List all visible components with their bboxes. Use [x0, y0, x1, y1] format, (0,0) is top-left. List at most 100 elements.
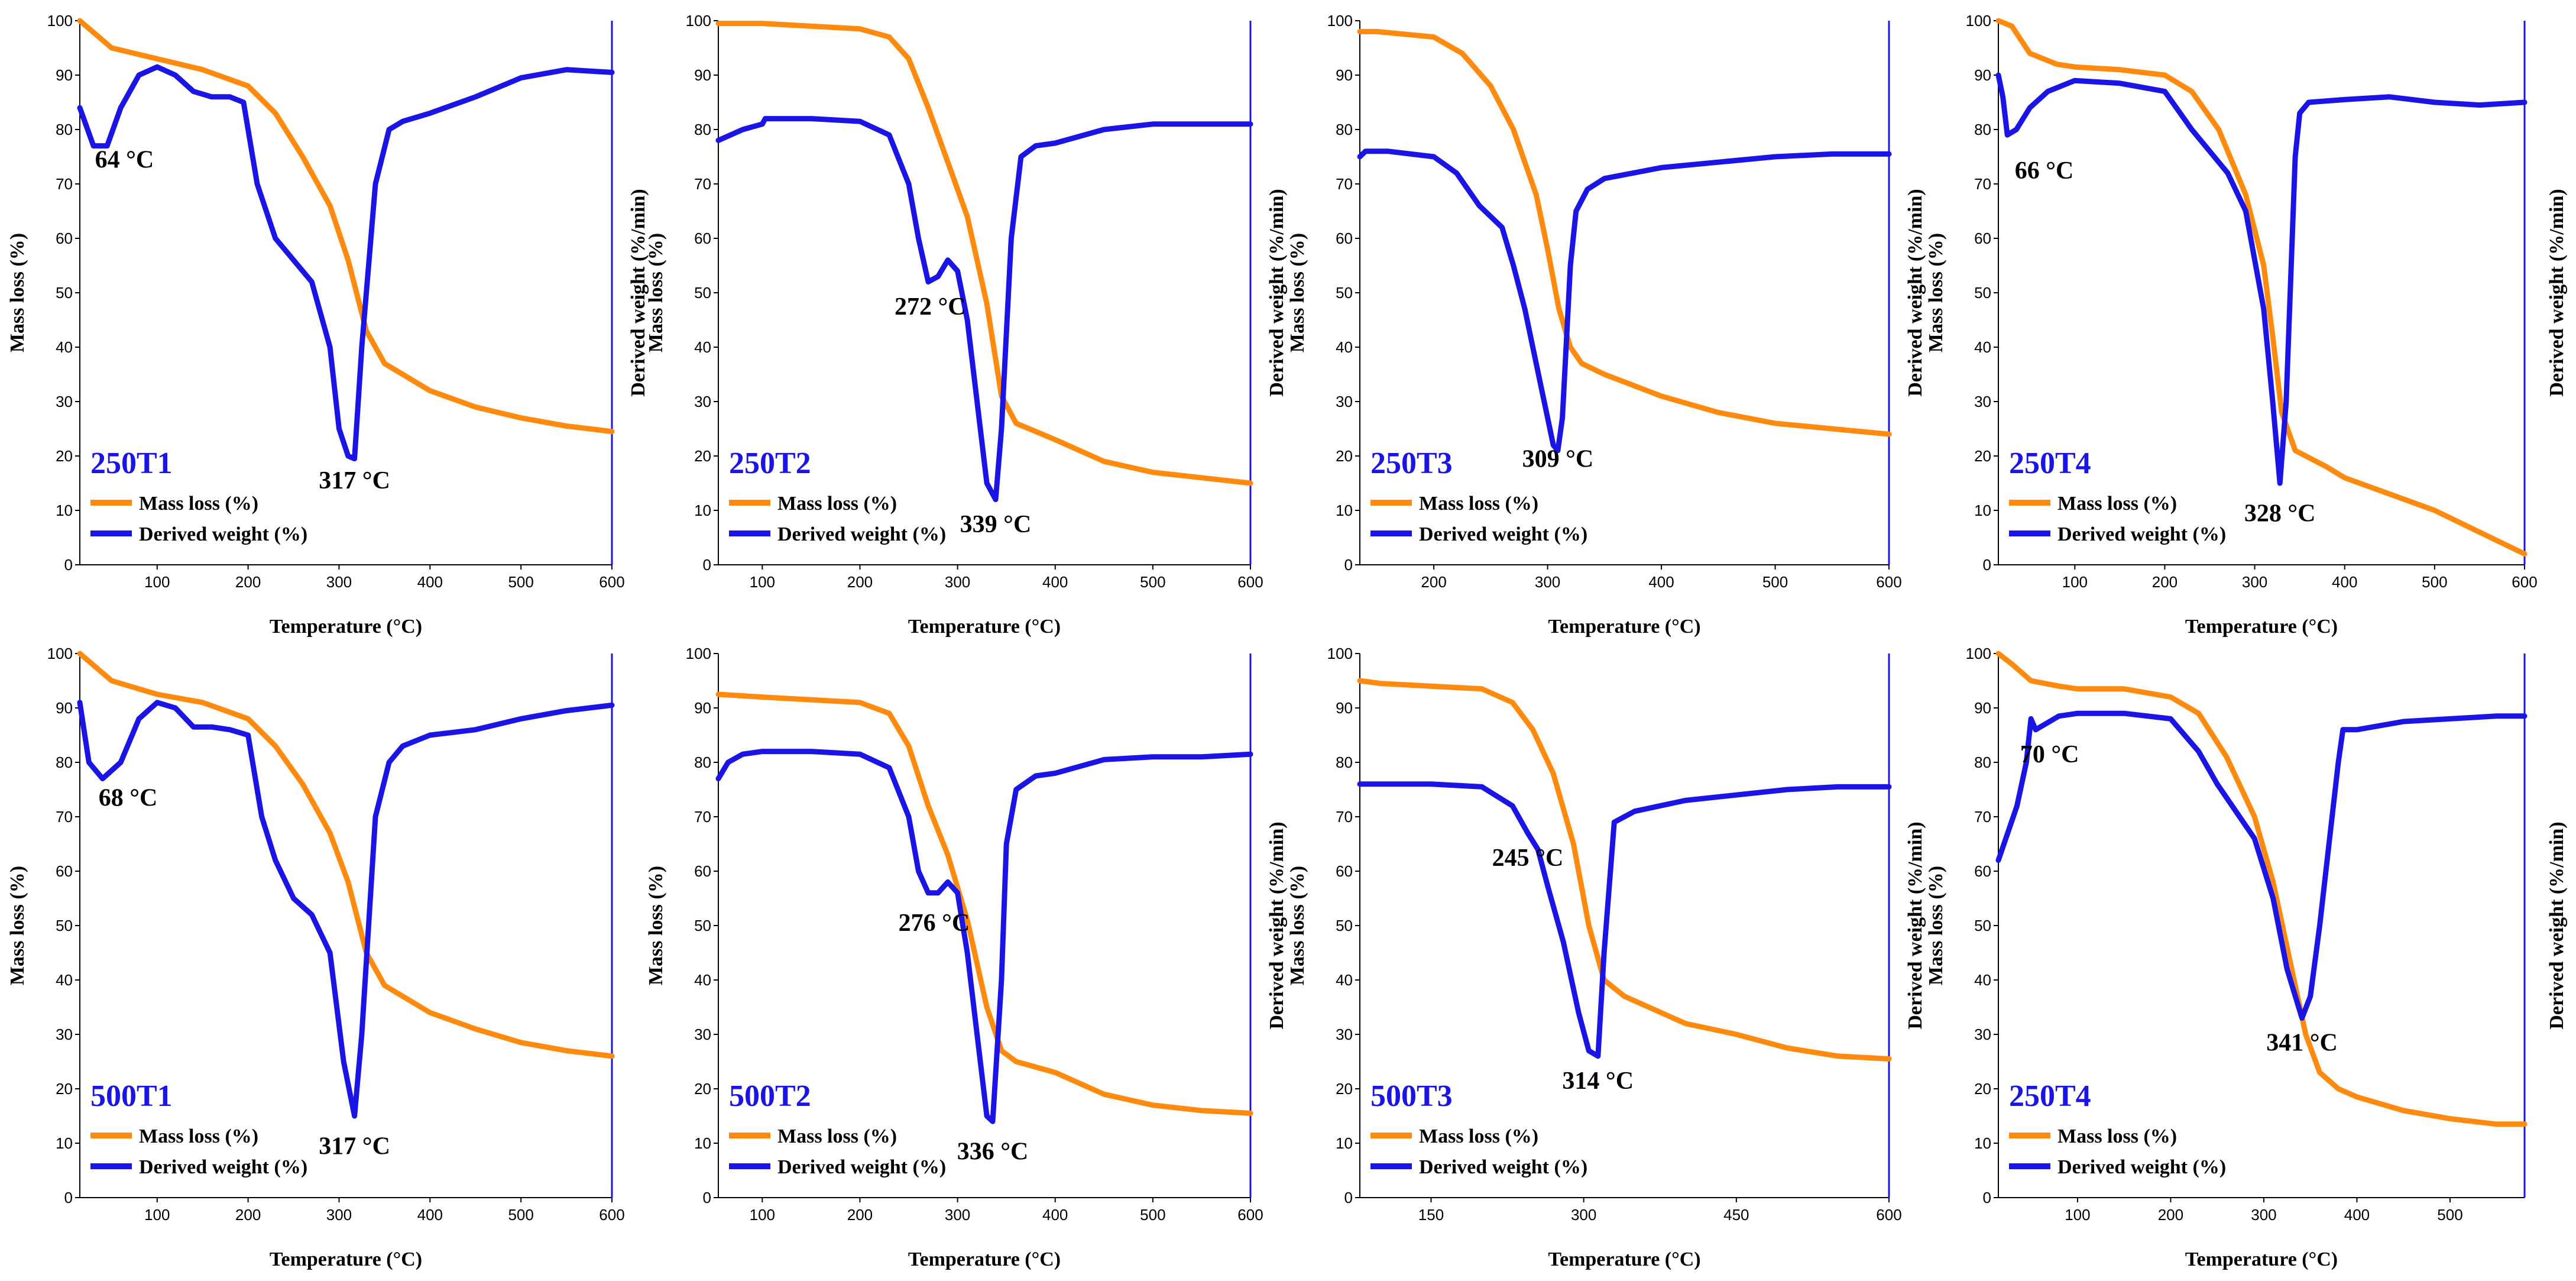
y-tick-label: 60 — [1336, 862, 1353, 880]
panel-2: 0 10 20 30 40 50 60 70 80 90 100 100 200 300 400 500 600… — [645, 12, 1288, 638]
y-axis-title-right: Derived weight (%/min) — [1266, 189, 1288, 396]
y-tick-label: 80 — [694, 753, 711, 771]
y-tick-label: 10 — [1974, 1134, 1991, 1152]
panel-3: 0 10 20 30 40 50 60 70 80 90 100 200 300 400 500 600 Tem… — [1287, 12, 1926, 638]
y-tick-label: 0 — [1344, 1189, 1353, 1206]
x-tick-label: 200 — [235, 1206, 261, 1224]
y-tick-label: 80 — [56, 121, 73, 138]
x-tick-label: 300 — [2251, 1206, 2276, 1224]
y-tick-label: 0 — [1344, 556, 1353, 574]
x-tick-label: 400 — [417, 573, 443, 591]
x-tick-label: 500 — [508, 573, 533, 591]
y-tick-label: 60 — [694, 229, 711, 247]
peak-annotation: 70 °C — [2020, 741, 2079, 768]
y-tick-label: 40 — [56, 338, 73, 356]
y-axis-title-left: Mass loss (%) — [7, 233, 28, 352]
peak-annotation: 309 °C — [1522, 445, 1594, 473]
derived-weight-line — [77, 64, 615, 462]
y-tick-label: 0 — [1983, 556, 1991, 574]
y-tick-label: 40 — [56, 971, 73, 989]
mass-loss-line — [1995, 18, 2528, 557]
legend-label: Mass loss (%) — [777, 493, 897, 515]
y-tick-label: 100 — [47, 12, 73, 30]
y-tick-label: 70 — [1336, 808, 1353, 826]
x-axis-title: Temperature (°C) — [270, 1248, 422, 1270]
y-axis-title-right: Derived weight (%/min) — [1904, 821, 1926, 1029]
y-tick-label: 20 — [694, 447, 711, 465]
y-tick-label: 0 — [1983, 1189, 1991, 1206]
x-tick-label: 400 — [1042, 1206, 1068, 1224]
y-tick-label: 60 — [694, 862, 711, 880]
y-tick-label: 50 — [1974, 284, 1991, 302]
legend-label: Derived weight (%) — [139, 1156, 307, 1178]
x-tick-label: 400 — [2332, 573, 2357, 591]
x-tick-label: 200 — [847, 573, 873, 591]
x-tick-label: 100 — [2065, 1206, 2090, 1224]
y-tick-label: 0 — [703, 1189, 711, 1206]
derived-weight-line — [1995, 72, 2528, 486]
peak-annotation: 272 °C — [895, 293, 966, 321]
y-tick-label: 20 — [1336, 447, 1353, 465]
y-tick-label: 30 — [56, 393, 73, 410]
y-tick-label: 100 — [1327, 12, 1353, 30]
x-tick-label: 600 — [599, 573, 624, 591]
y-tick-label: 20 — [694, 1080, 711, 1098]
y-tick-label: 50 — [1336, 917, 1353, 934]
y-axis-title-right: Derived weight (%/min) — [2546, 821, 2568, 1029]
y-tick-label: 40 — [694, 971, 711, 989]
y-tick-label: 70 — [1974, 175, 1991, 193]
legend-label: Derived weight (%) — [1419, 1156, 1587, 1178]
legend-label: Derived weight (%) — [777, 1156, 946, 1178]
peak-annotation: 328 °C — [2244, 500, 2316, 527]
y-axis-title-right: Derived weight (%/min) — [1904, 189, 1926, 396]
legend-label: Mass loss (%) — [1419, 493, 1538, 515]
x-tick-label: 500 — [508, 1206, 533, 1224]
y-axis-title-left: Mass loss (%) — [1925, 866, 1947, 985]
derived-weight-line — [1357, 781, 1892, 1059]
x-tick-label: 450 — [1723, 1206, 1749, 1224]
y-tick-label: 50 — [694, 284, 711, 302]
x-axis-title: Temperature (°C) — [1548, 616, 1700, 638]
y-tick-label: 60 — [56, 229, 73, 247]
y-axis-title-left: Mass loss (%) — [1925, 233, 1947, 352]
x-tick-label: 600 — [1237, 1206, 1263, 1224]
y-tick-label: 0 — [64, 556, 73, 574]
panel-title: 250T1 — [90, 447, 173, 480]
x-tick-label: 600 — [599, 1206, 624, 1224]
x-tick-label: 200 — [235, 573, 261, 591]
panel-title: 250T4 — [2009, 1079, 2091, 1113]
x-tick-label: 300 — [326, 1206, 352, 1224]
y-tick-label: 60 — [1974, 229, 1991, 247]
y-tick-label: 10 — [56, 502, 73, 519]
y-axis-title-left: Mass loss (%) — [1287, 233, 1308, 352]
y-tick-label: 90 — [56, 66, 73, 84]
x-tick-label: 300 — [1571, 1206, 1596, 1224]
y-tick-label: 60 — [1336, 229, 1353, 247]
x-tick-label: 200 — [2152, 573, 2178, 591]
y-tick-label: 10 — [56, 1134, 73, 1152]
panel-7: 0 10 20 30 40 50 60 70 80 90 100 150 300 450 600 Temper… — [1287, 645, 1926, 1270]
x-tick-label: 300 — [326, 573, 352, 591]
derived-weight-line — [77, 700, 615, 1119]
panel-title: 250T4 — [2009, 447, 2091, 480]
x-tick-label: 500 — [1762, 573, 1788, 591]
y-axis-title-left: Mass loss (%) — [1287, 866, 1308, 985]
legend-label: Derived weight (%) — [777, 523, 946, 545]
y-tick-label: 90 — [1336, 66, 1353, 84]
x-tick-label: 500 — [2437, 1206, 2462, 1224]
peak-annotation: 336 °C — [957, 1138, 1029, 1166]
x-tick-label: 100 — [750, 573, 775, 591]
y-tick-label: 70 — [694, 175, 711, 193]
legend-label: Mass loss (%) — [777, 1125, 897, 1147]
y-tick-label: 50 — [1336, 284, 1353, 302]
y-tick-label: 100 — [1327, 645, 1353, 662]
x-tick-label: 200 — [1421, 573, 1446, 591]
y-tick-label: 70 — [1336, 175, 1353, 193]
x-tick-label: 500 — [1140, 1206, 1165, 1224]
y-tick-label: 0 — [703, 556, 711, 574]
y-tick-label: 70 — [56, 175, 73, 193]
y-tick-label: 100 — [1966, 645, 1991, 662]
y-tick-label: 10 — [694, 502, 711, 519]
y-tick-label: 50 — [694, 917, 711, 934]
